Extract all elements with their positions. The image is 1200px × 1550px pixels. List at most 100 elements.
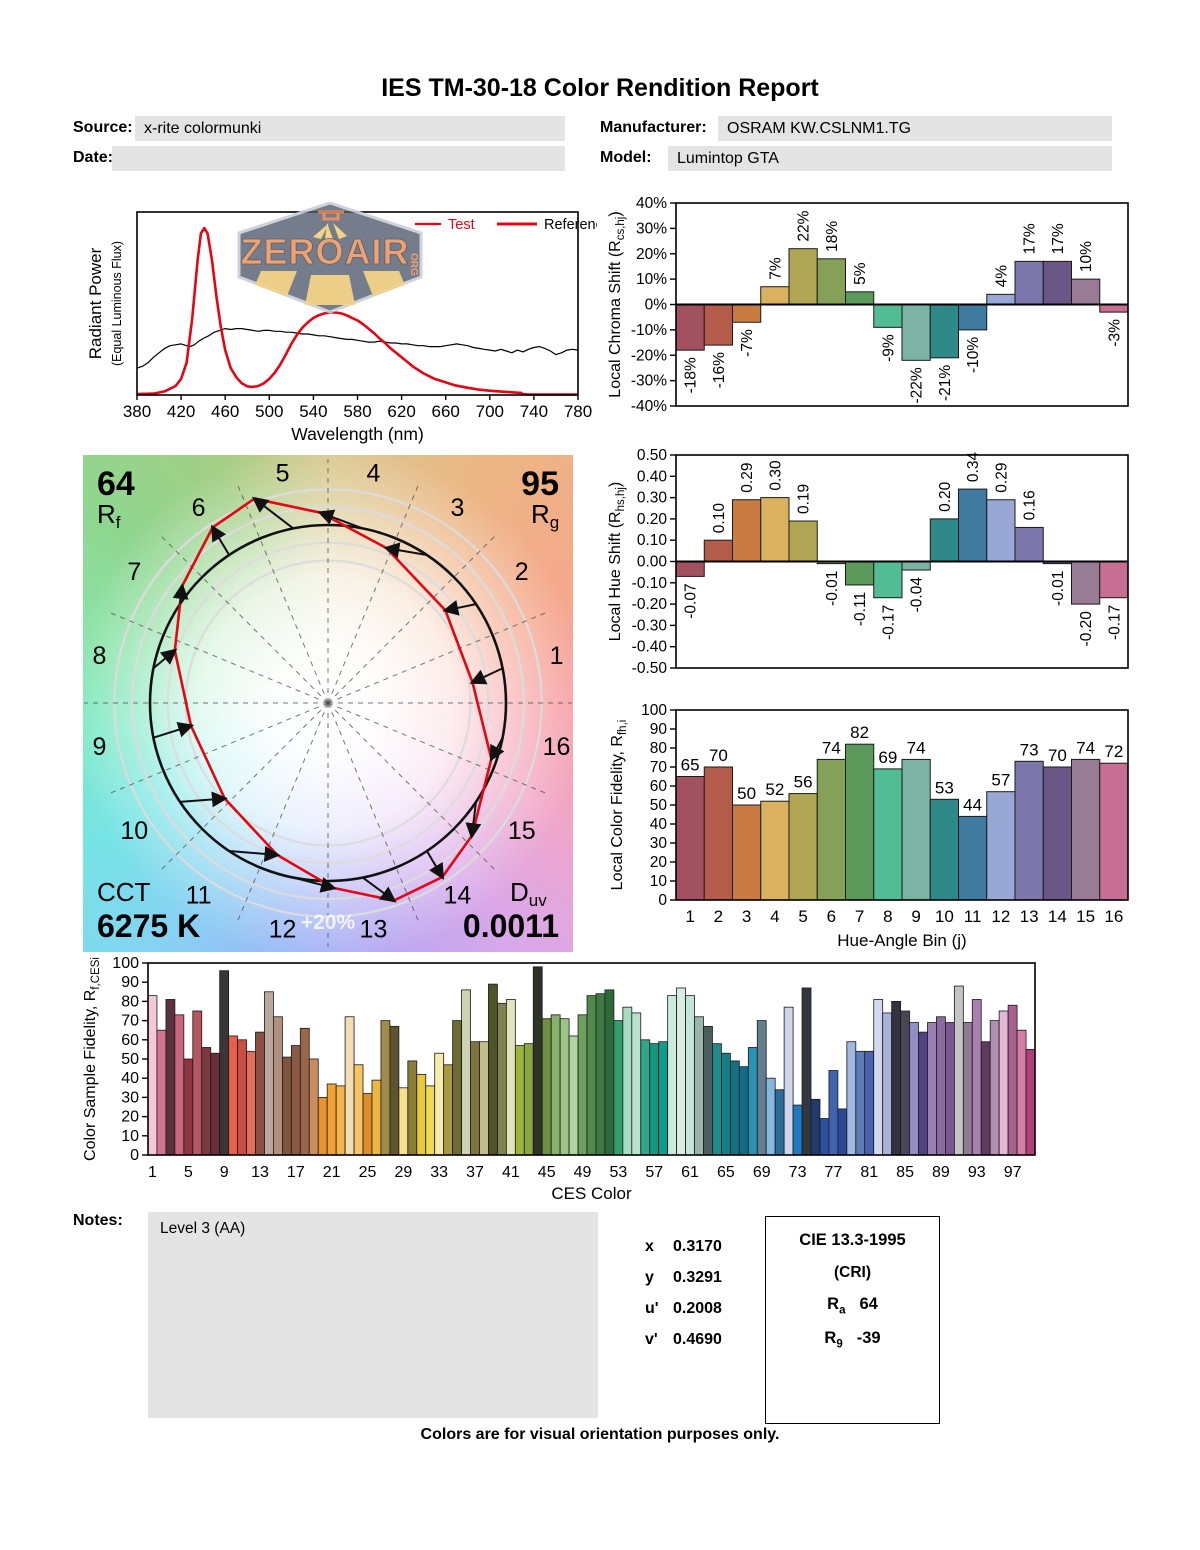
svg-text:65: 65	[717, 1164, 735, 1181]
svg-text:420: 420	[167, 402, 195, 421]
svg-text:100: 100	[641, 702, 667, 719]
svg-text:10%: 10%	[636, 271, 667, 288]
svg-text:7: 7	[855, 907, 864, 926]
svg-text:-0.11: -0.11	[852, 592, 869, 626]
svg-text:18%: 18%	[824, 221, 841, 252]
chromaticity-u: u' 0.2008	[645, 1300, 722, 1317]
svg-text:-21%: -21%	[937, 365, 954, 401]
svg-text:13: 13	[360, 916, 388, 944]
svg-text:1: 1	[550, 642, 564, 670]
svg-text:-0.07: -0.07	[683, 583, 700, 618]
date-value	[112, 146, 565, 171]
svg-text:20: 20	[121, 1109, 139, 1126]
cri-subtitle: (CRI)	[833, 1264, 872, 1281]
manufacturer-label: Manufacturer:	[600, 119, 707, 136]
svg-text:50: 50	[650, 797, 668, 814]
svg-text:33: 33	[430, 1164, 448, 1181]
svg-text:73: 73	[1020, 740, 1039, 759]
svg-text:50: 50	[121, 1051, 139, 1068]
svg-text:0: 0	[130, 1147, 139, 1164]
svg-text:40: 40	[121, 1070, 139, 1087]
svg-text:-0.50: -0.50	[632, 660, 668, 677]
svg-text:Local Hue Shift (Rhs,hj): Local Hue Shift (Rhs,hj)	[607, 482, 627, 641]
svg-text:40: 40	[650, 816, 668, 833]
svg-text:20: 20	[650, 854, 668, 871]
svg-text:5%: 5%	[852, 262, 869, 285]
notes-box: Level 3 (AA)	[148, 1212, 598, 1418]
svg-text:11: 11	[964, 907, 982, 926]
svg-text:15: 15	[508, 817, 536, 845]
svg-text:30%: 30%	[636, 220, 667, 237]
cri-box: CIE 13.3-1995 (CRI) Ra 64 R9 -39	[765, 1216, 940, 1424]
svg-text:1: 1	[685, 907, 694, 926]
svg-text:12: 12	[991, 907, 1010, 926]
model-value: Lumintop GTA	[668, 146, 1112, 171]
svg-text:-22%: -22%	[909, 367, 926, 403]
svg-text:6: 6	[827, 907, 836, 926]
svg-text:Duv: Duv	[510, 877, 547, 910]
notes-content: Level 3 (AA)	[160, 1220, 246, 1237]
svg-text:15: 15	[1076, 907, 1095, 926]
svg-text:70: 70	[650, 759, 668, 776]
svg-text:74: 74	[907, 738, 926, 757]
svg-text:580: 580	[343, 402, 371, 421]
svg-text:4: 4	[367, 460, 381, 488]
svg-text:740: 740	[520, 402, 548, 421]
svg-text:-20%: -20%	[631, 347, 667, 364]
svg-text:-0.10: -0.10	[632, 575, 668, 592]
svg-text:-10%: -10%	[631, 322, 667, 339]
svg-text:6275 K: 6275 K	[97, 908, 200, 944]
svg-text:-18%: -18%	[683, 357, 700, 393]
source-label: Source:	[73, 119, 133, 136]
svg-text:10: 10	[650, 873, 668, 890]
svg-text:-7%: -7%	[739, 329, 756, 357]
svg-text:100: 100	[112, 955, 139, 972]
svg-text:69: 69	[753, 1164, 771, 1181]
svg-text:0%: 0%	[645, 297, 668, 314]
svg-text:700: 700	[476, 402, 504, 421]
svg-text:Local Chroma Shift (Rcs,hj): Local Chroma Shift (Rcs,hj)	[607, 211, 627, 397]
svg-text:93: 93	[968, 1164, 986, 1181]
svg-text:0.00: 0.00	[637, 554, 668, 571]
notes-label: Notes:	[73, 1212, 123, 1229]
svg-text:40%: 40%	[636, 195, 667, 212]
cri-ra-row: Ra 64	[827, 1295, 878, 1317]
local-hue-shift-chart: 0.500.400.300.200.100.00-0.10-0.20-0.30-…	[607, 447, 1129, 677]
svg-text:44: 44	[963, 795, 982, 814]
svg-text:37: 37	[466, 1164, 484, 1181]
svg-text:64: 64	[97, 465, 135, 503]
svg-text:56: 56	[794, 773, 813, 792]
svg-text:49: 49	[574, 1164, 592, 1181]
svg-text:17%: 17%	[1050, 223, 1067, 254]
svg-text:73: 73	[789, 1164, 807, 1181]
footer-disclaimer: Colors are for visual orientation purpos…	[420, 1426, 780, 1443]
svg-text:0.20: 0.20	[937, 481, 954, 512]
svg-text:-0.20: -0.20	[1078, 611, 1095, 647]
svg-text:74: 74	[822, 738, 841, 757]
svg-text:14: 14	[1048, 907, 1067, 926]
svg-text:0.34: 0.34	[965, 452, 982, 483]
svg-text:-0.17: -0.17	[880, 605, 897, 640]
svg-text:Rf: Rf	[97, 499, 121, 532]
cri-r9-row: R9 -39	[824, 1329, 881, 1351]
svg-text:53: 53	[609, 1164, 627, 1181]
date-label: Date:	[73, 149, 114, 166]
chromaticity-v: v' 0.4690	[645, 1331, 722, 1348]
svg-text:0.29: 0.29	[739, 463, 756, 493]
svg-text:9: 9	[911, 907, 920, 926]
svg-text:ORG: ORG	[408, 253, 419, 276]
svg-text:620: 620	[387, 402, 415, 421]
svg-text:61: 61	[681, 1164, 699, 1181]
svg-text:65: 65	[681, 756, 700, 775]
svg-text:(Equal Luminous Flux): (Equal Luminous Flux)	[110, 241, 124, 366]
svg-text:8: 8	[883, 907, 892, 926]
svg-text:Test: Test	[448, 217, 475, 233]
svg-text:-0.30: -0.30	[632, 617, 668, 634]
svg-text:5: 5	[798, 907, 807, 926]
svg-text:95: 95	[521, 465, 559, 503]
svg-text:-16%: -16%	[711, 352, 728, 388]
svg-text:41: 41	[502, 1164, 520, 1181]
svg-text:29: 29	[394, 1164, 412, 1181]
